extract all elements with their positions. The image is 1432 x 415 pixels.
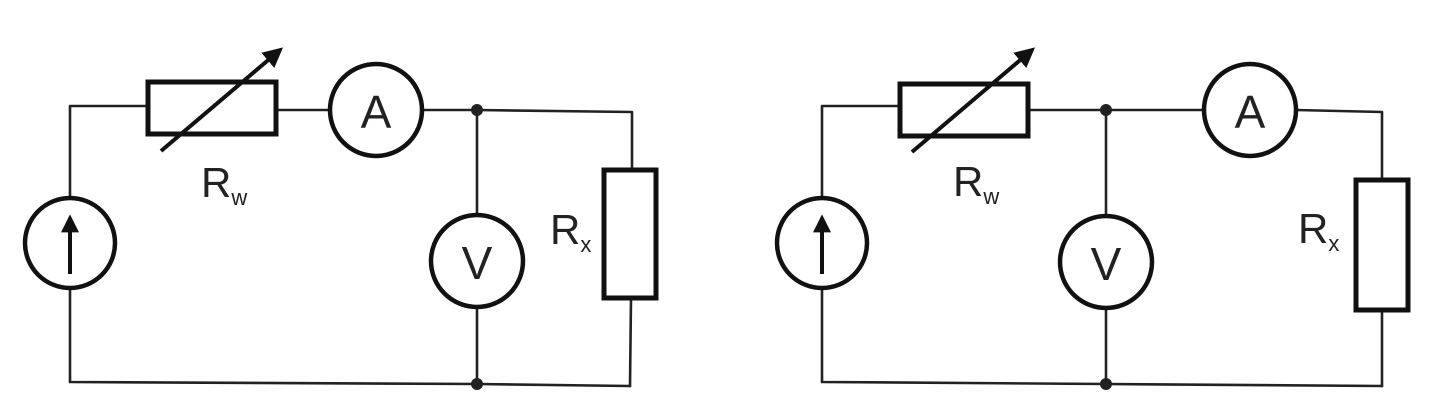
wire-left-top — [68, 104, 150, 200]
junction-dot-bottom — [471, 378, 483, 390]
resistor-label: Rx — [1298, 205, 1339, 256]
variable-arrow-icon — [159, 47, 284, 153]
current-source — [774, 195, 870, 291]
rheostat-label: Rw — [953, 158, 999, 209]
rheostat-label: Rw — [201, 159, 247, 210]
wire-resistor-bottom — [628, 296, 633, 388]
voltmeter-label: V — [462, 237, 493, 289]
ammeter-label: A — [1235, 86, 1266, 138]
wire-left-top — [820, 104, 902, 200]
resistor-rx — [1353, 177, 1411, 313]
junction-dot-top — [471, 104, 483, 116]
rheostat — [897, 47, 1036, 154]
ammeter: A — [1201, 61, 1299, 159]
voltmeter-label: V — [1091, 238, 1122, 290]
junction-dot-top — [1100, 104, 1112, 116]
wire-left-bottom — [68, 286, 632, 388]
rheostat — [145, 47, 284, 153]
voltmeter: V — [1057, 213, 1155, 311]
junction-dot-bottom — [1100, 378, 1112, 390]
resistor-label: Rx — [550, 206, 591, 257]
variable-arrow-icon — [910, 47, 1036, 154]
voltmeter: V — [428, 212, 526, 310]
resistor-rx — [601, 167, 659, 301]
circuit-1: Rw A V Rx — [22, 47, 659, 390]
ammeter: A — [327, 61, 425, 159]
wire-ammeter-resistor — [1294, 108, 1384, 182]
current-source — [22, 195, 118, 291]
wire-left-bottom — [820, 286, 1384, 388]
wire-ammeter-junction — [420, 108, 634, 172]
circuit-2: Rw A V Rx — [774, 47, 1411, 390]
ammeter-label: A — [361, 86, 392, 138]
